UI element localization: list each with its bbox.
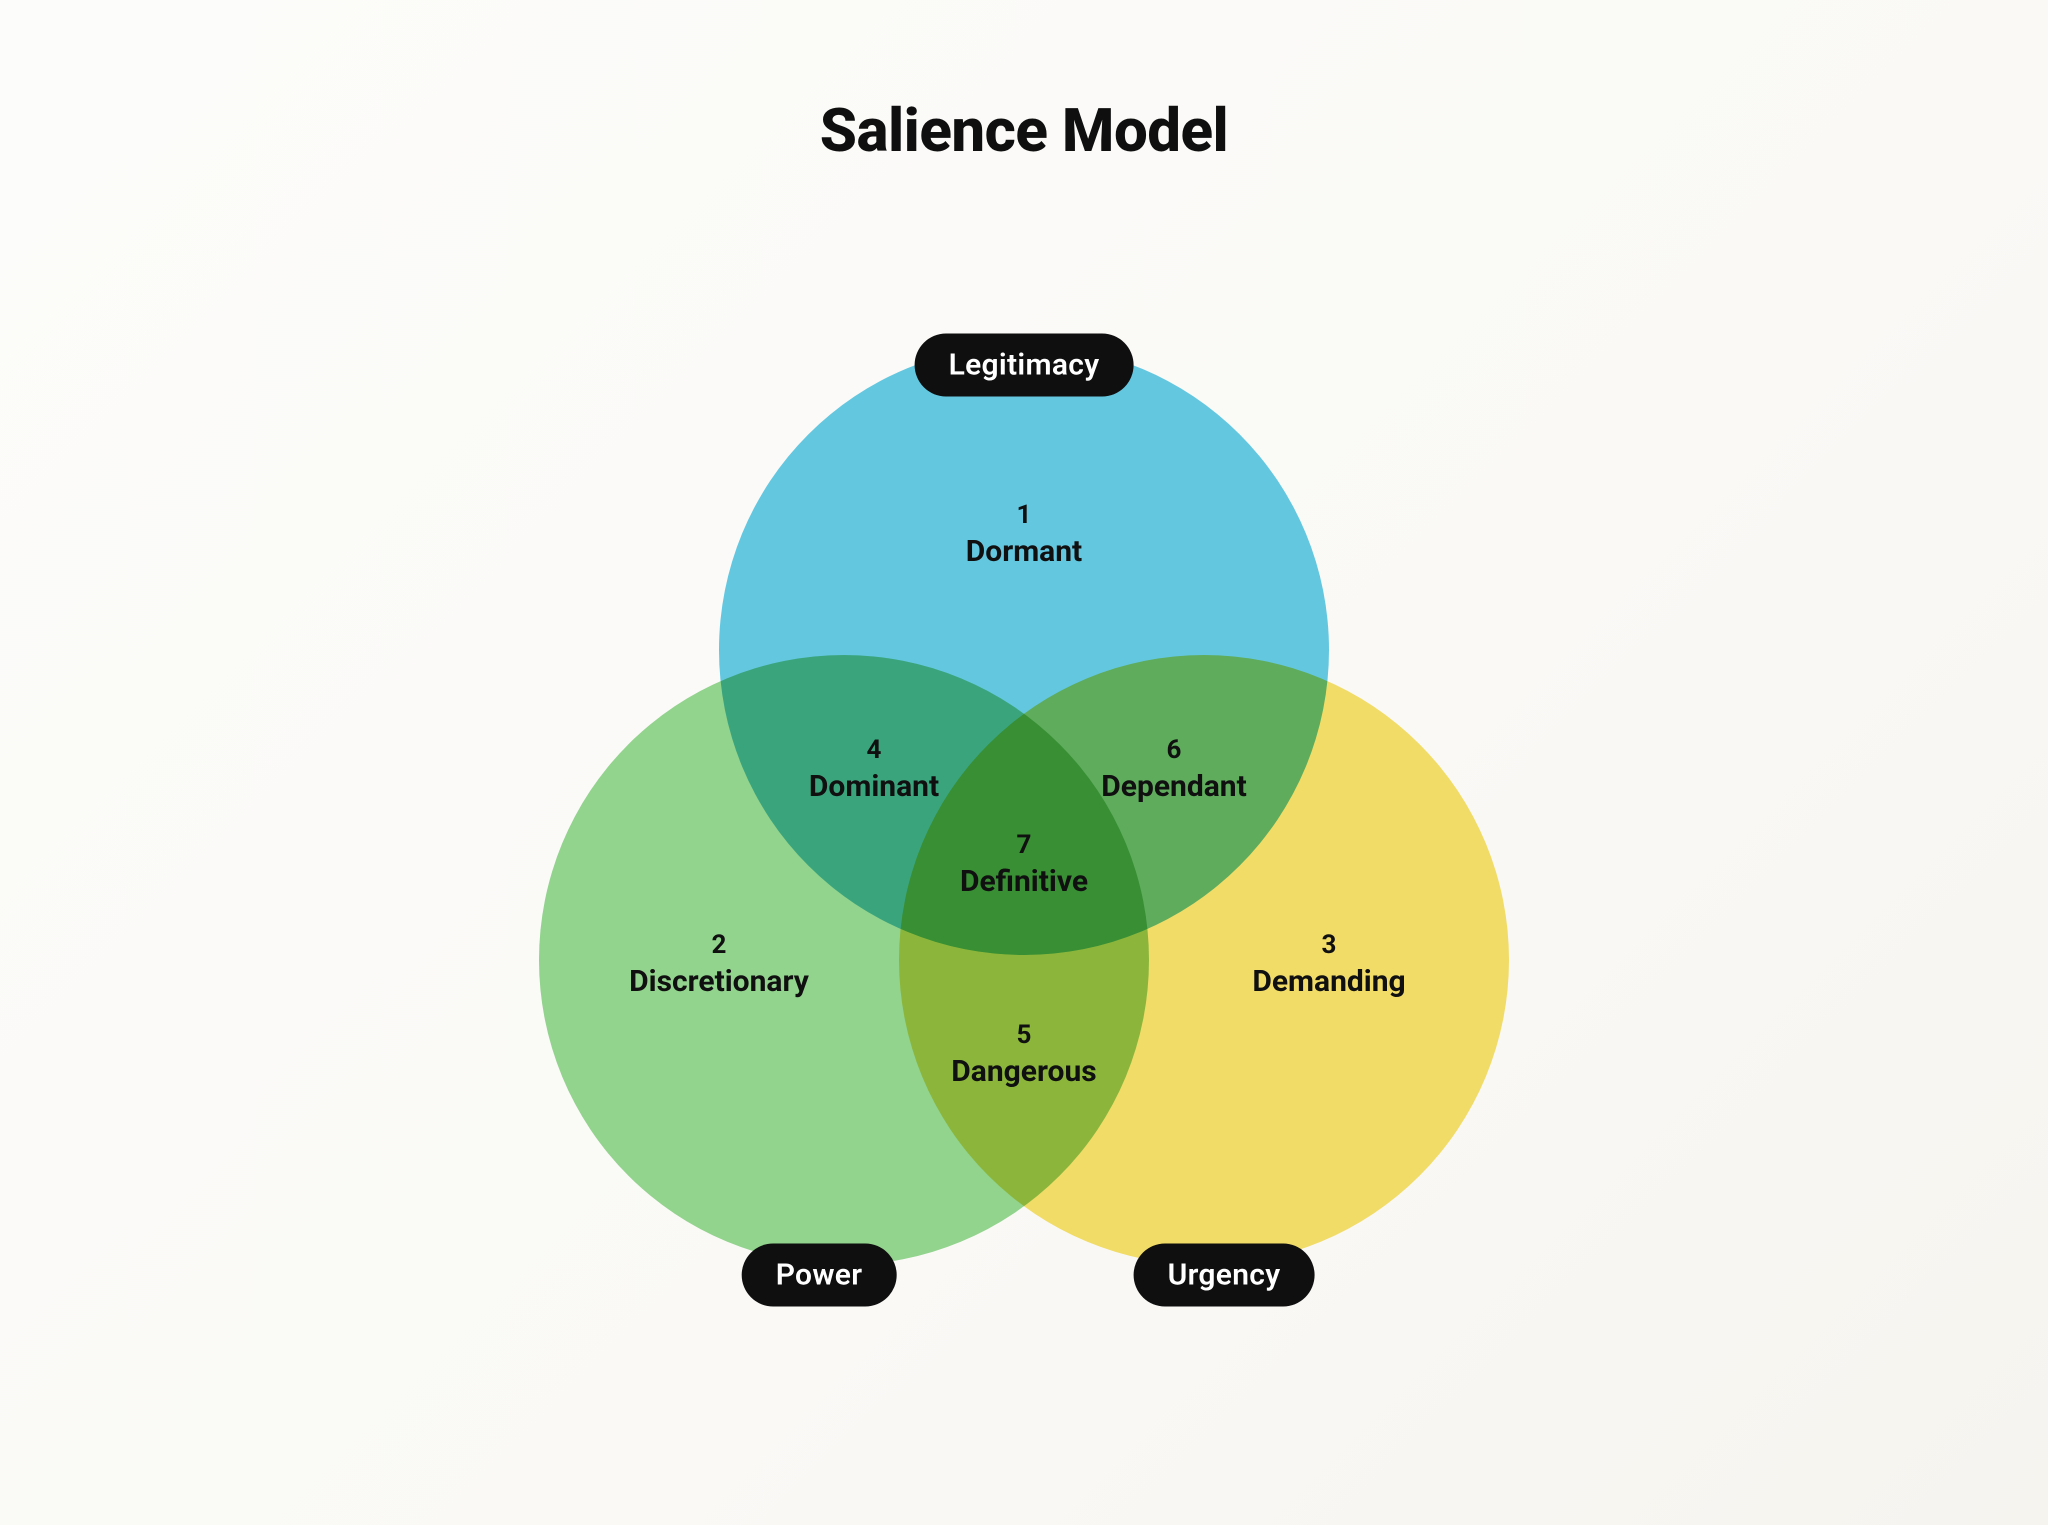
region-num: 4 [809, 736, 939, 766]
region-6-dependant: 6 Dependant [1101, 736, 1247, 804]
region-2-discretionary: 2 Discretionary [629, 931, 809, 999]
region-label: Dormant [966, 535, 1082, 570]
region-label: Demanding [1252, 965, 1405, 1000]
region-num: 6 [1101, 736, 1247, 766]
region-label: Dangerous [951, 1055, 1096, 1090]
region-1-dormant: 1 Dormant [966, 501, 1082, 569]
venn-container: Legitimacy Power Urgency 1 Dormant 2 Dis… [424, 230, 1624, 1430]
region-label: Discretionary [629, 965, 809, 1000]
region-5-dangerous: 5 Dangerous [951, 1021, 1096, 1089]
region-3-demanding: 3 Demanding [1252, 931, 1405, 999]
pill-urgency: Urgency [1134, 1244, 1315, 1307]
region-label: Dominant [809, 770, 939, 805]
region-num: 5 [951, 1021, 1096, 1051]
region-num: 2 [629, 931, 809, 961]
region-label: Dependant [1101, 770, 1247, 805]
region-7-definitive: 7 Definitive [960, 831, 1088, 899]
pill-legitimacy: Legitimacy [915, 334, 1134, 397]
region-num: 1 [966, 501, 1082, 531]
region-label: Definitive [960, 865, 1088, 900]
pill-power: Power [742, 1244, 897, 1307]
region-num: 3 [1252, 931, 1405, 961]
region-4-dominant: 4 Dominant [809, 736, 939, 804]
region-num: 7 [960, 831, 1088, 861]
diagram-title: Salience Model [0, 95, 2048, 166]
